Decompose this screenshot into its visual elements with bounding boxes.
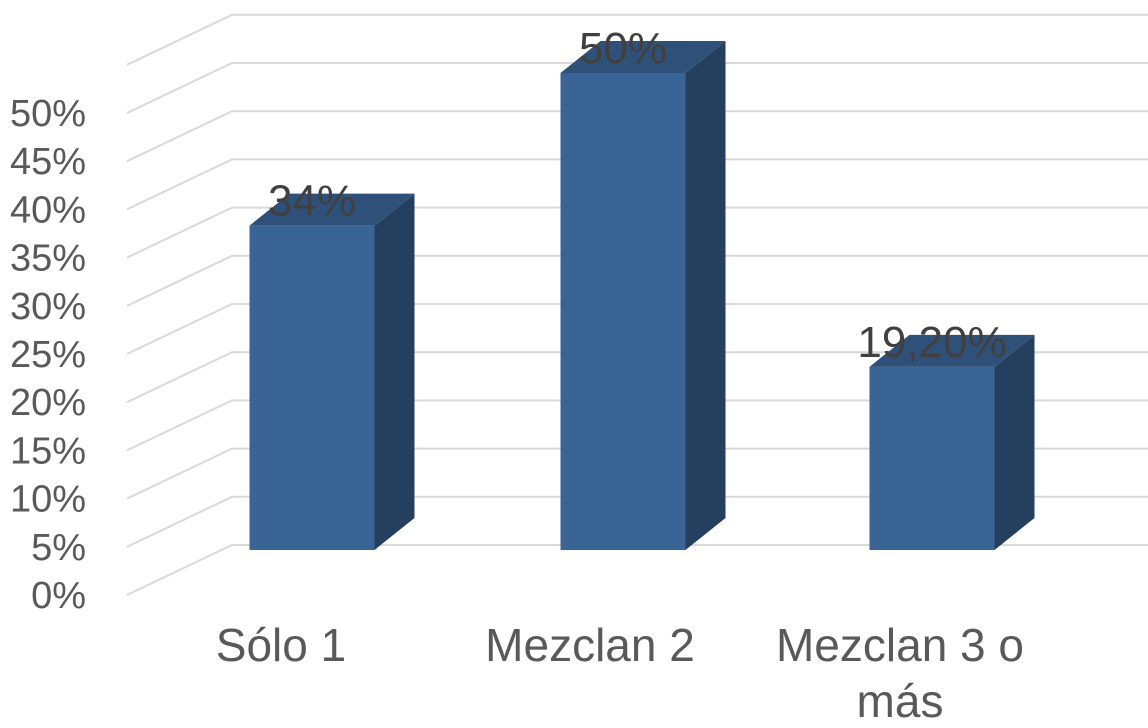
gridline — [126, 544, 1148, 596]
category-label: Sólo 1 — [216, 619, 346, 671]
data-labels: 34% 50% 19,20% — [268, 24, 1007, 367]
y-tick-label: 5% — [31, 527, 86, 569]
y-tick-label: 0% — [31, 575, 86, 617]
bar-side — [374, 193, 415, 550]
gridline — [126, 303, 1148, 355]
category-label-line: Mezclan 3 o — [776, 619, 1024, 671]
gridline — [126, 254, 1148, 307]
bar-front — [249, 225, 375, 550]
y-tick-label: 20% — [10, 382, 86, 424]
gridline — [126, 206, 1148, 259]
data-label: 50% — [579, 24, 667, 73]
gridline — [126, 110, 1148, 163]
gridline — [126, 13, 1148, 66]
gridlines — [126, 13, 1148, 596]
bar-front — [560, 73, 686, 550]
category-label: Mezclan 3 o más — [776, 619, 1024, 727]
bar-front — [869, 366, 995, 550]
gridline — [126, 351, 1148, 404]
category-label: Mezclan 2 — [485, 619, 695, 671]
gridline — [126, 399, 1148, 452]
bar — [869, 334, 1035, 550]
y-tick-label: 35% — [10, 238, 86, 280]
bar-top — [560, 41, 726, 73]
bar — [560, 41, 726, 550]
bars — [249, 41, 1035, 550]
y-tick-label: 50% — [10, 93, 86, 135]
y-tick-label: 15% — [10, 430, 86, 472]
data-label: 34% — [268, 177, 356, 226]
gridline — [126, 62, 1148, 114]
bar-top — [869, 334, 1035, 367]
y-tick-label: 10% — [10, 479, 86, 521]
category-labels: Sólo 1 Mezclan 2 Mezclan 3 o más — [216, 619, 1024, 727]
bar — [249, 193, 415, 550]
bar-top — [249, 193, 415, 226]
category-label-line: Sólo 1 — [216, 619, 346, 671]
gridline — [126, 495, 1148, 548]
y-tick-label: 30% — [10, 286, 86, 328]
category-label-line: más — [857, 675, 944, 727]
y-axis-tick-labels: 0% 5% 10% 15% 20% 25% 30% 35% 40% 45% 50% — [10, 93, 86, 617]
bar-side — [994, 334, 1035, 550]
bar-side — [685, 41, 726, 550]
y-tick-label: 40% — [10, 189, 86, 231]
category-label-line: Mezclan 2 — [485, 619, 695, 671]
gridline — [126, 158, 1148, 211]
gridline — [126, 447, 1148, 500]
y-tick-label: 45% — [10, 141, 86, 183]
y-tick-label: 25% — [10, 334, 86, 376]
data-label: 19,20% — [857, 318, 1006, 367]
